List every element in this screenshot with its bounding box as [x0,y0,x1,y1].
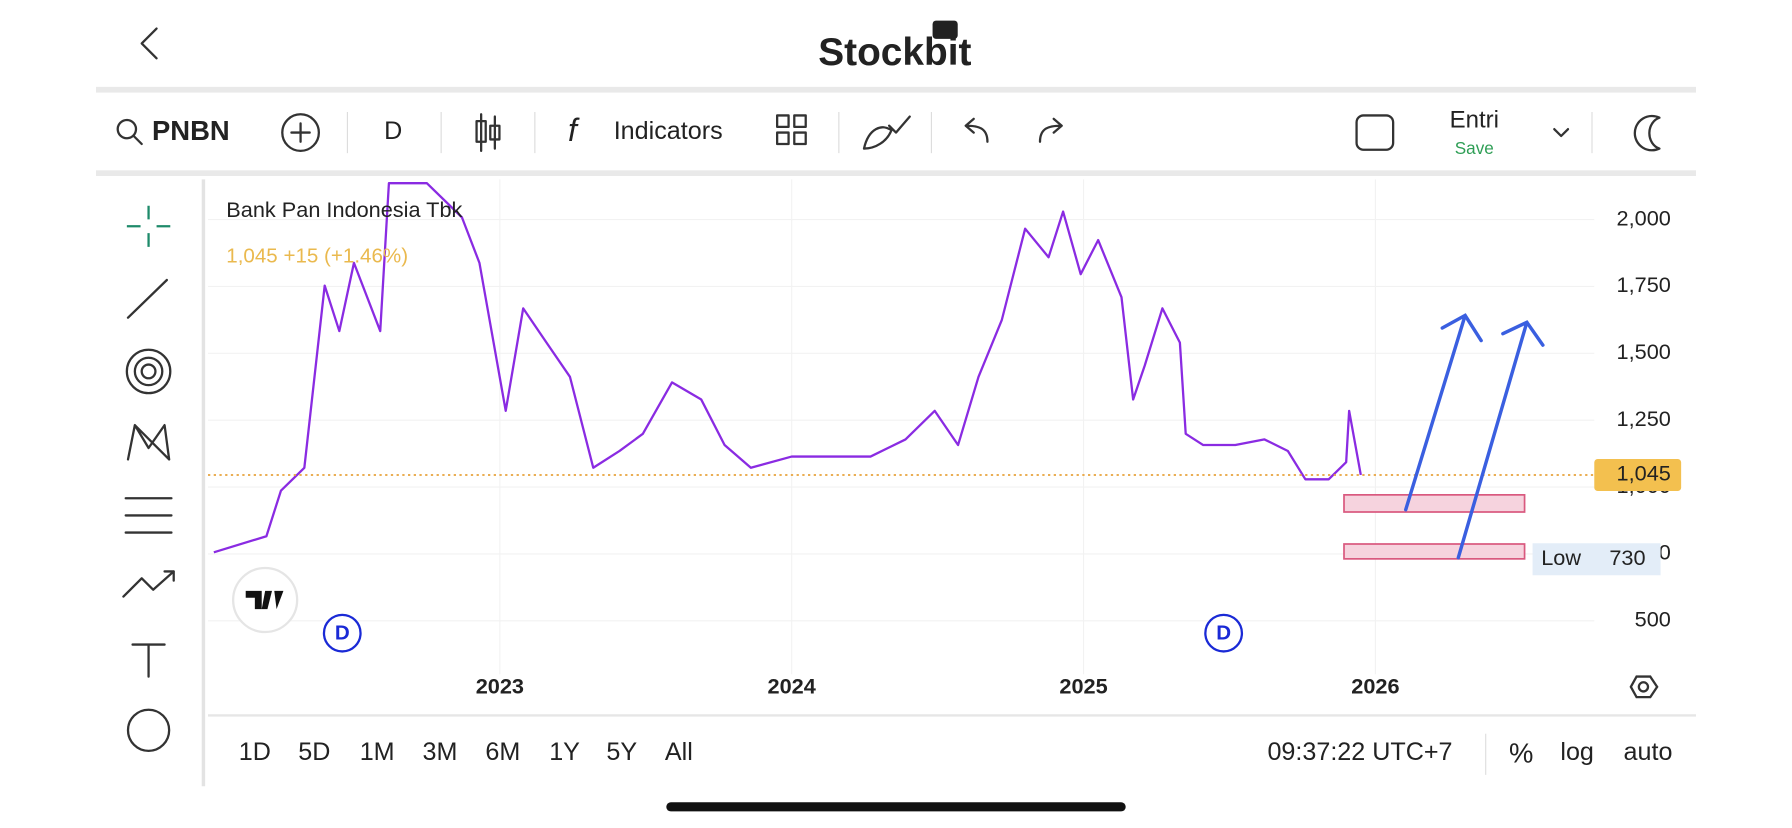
undo-button[interactable] [964,117,989,143]
last-price-tag [1594,459,1682,492]
quote: 1,045 +15 (+1.46%) [226,245,408,268]
y-tick-label: 500 [1635,607,1671,632]
dividend-marker [1204,613,1244,653]
zone [1343,543,1526,560]
separator [96,86,1696,93]
layout-name[interactable]: Entri [1450,106,1499,133]
indicators-button[interactable]: Indicators [614,117,723,145]
range-button[interactable]: 1M [360,738,395,766]
y-tick-label: 2,000 [1617,205,1671,230]
line-tool[interactable] [126,278,168,319]
interval[interactable]: D [384,117,402,145]
theme-toggle[interactable] [1633,114,1661,152]
fib-tool [133,356,164,387]
text-tool[interactable] [131,643,166,678]
drawing-tools [122,205,175,752]
trend-tool[interactable] [122,570,175,598]
x-tick-label: 2025 [1059,674,1107,699]
x-tick-label: 2024 [768,674,816,699]
y-tick-label: 1,250 [1617,406,1671,431]
price-line [213,182,1362,554]
fullscreen-button[interactable] [1355,114,1395,151]
settings-icon [1637,681,1650,693]
zone [1343,493,1526,513]
fib-tool[interactable] [125,348,172,395]
range-button[interactable]: 5Y [606,738,637,766]
percent-toggle[interactable]: % [1509,738,1533,769]
fib-tool [140,363,157,380]
separator [96,170,1696,176]
symbol[interactable]: PNBN [152,115,230,146]
auto-toggle[interactable]: auto [1624,738,1673,766]
tv-logo [245,590,284,610]
last-price-label: 1,045 [1617,461,1671,486]
low-tag [1532,543,1661,576]
emoji-tool[interactable] [126,708,171,752]
clock: 09:37:22 UTC+7 [1267,738,1452,766]
y-tick-label: 1,500 [1617,339,1671,364]
back-button[interactable] [140,27,158,60]
log-toggle[interactable]: log [1560,738,1594,766]
settings-button[interactable] [1629,675,1659,699]
arrow [1403,313,1483,512]
arrow [1456,320,1545,560]
x-tick-label: 2023 [476,674,524,699]
crosshair-tool[interactable] [126,205,171,247]
pattern-tool[interactable] [126,423,171,461]
prediction-tool[interactable] [124,497,173,534]
low-label: Low [1541,545,1581,570]
dividend-label: D [1216,622,1231,645]
range-button[interactable]: 5D [298,738,330,766]
range-button[interactable]: 6M [485,738,520,766]
layout-menu[interactable] [1553,128,1570,138]
save-status: Save [1455,138,1494,158]
low-value: 730 [1609,545,1645,570]
range-button[interactable]: All [665,738,693,766]
add-button[interactable] [281,113,320,152]
draw-icon[interactable] [862,115,911,150]
logo-icon [932,20,958,39]
dividend-label: D [335,622,350,645]
chart-title: Bank Pan Indonesia Tbk [226,197,462,222]
y-tick-label: 1,750 [1617,272,1671,297]
layout-icon[interactable] [776,114,807,146]
range-button[interactable]: 1D [239,738,271,766]
fx-icon: f [568,112,580,148]
x-tick-label: 2026 [1351,674,1399,699]
dividend-marker [322,613,362,653]
search-icon[interactable] [116,118,138,140]
chart-type-icon[interactable] [475,113,501,152]
add-icon [290,122,311,143]
range-button[interactable]: 1Y [549,738,580,766]
home-indicator [666,802,1126,812]
range-button[interactable]: 3M [423,738,458,766]
search-icon [132,134,143,146]
redo-button[interactable] [1038,117,1063,143]
plot-area: 20232024202520265007501,0001,2501,5001,7… [208,179,1682,699]
